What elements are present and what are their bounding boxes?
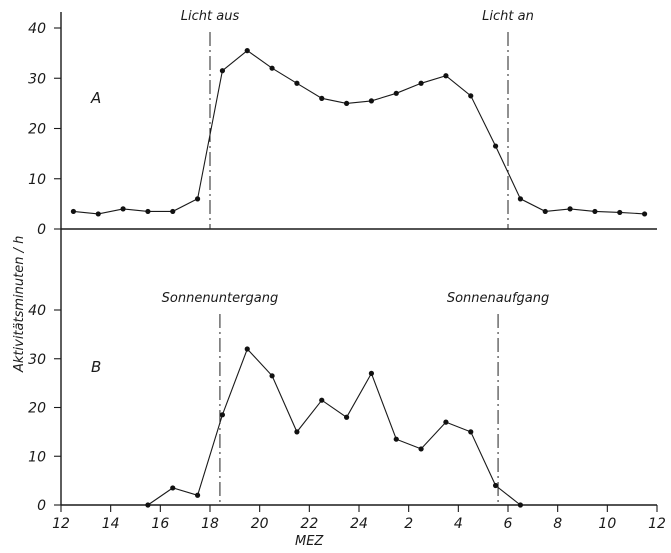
x-tick-label: 24 (350, 516, 368, 532)
marker-label: Sonnenuntergang (162, 291, 279, 306)
y-tick-label: 20 (28, 401, 46, 417)
y-tick-label: 0 (37, 498, 46, 514)
data-point (343, 100, 350, 106)
data-point (617, 209, 623, 216)
panel-a-label: A (90, 89, 101, 107)
x-tick-label: 14 (102, 516, 120, 532)
data-point (294, 429, 300, 435)
data-point (170, 208, 176, 215)
data-point (641, 211, 648, 217)
data-point (120, 206, 126, 212)
x-tick-label: 4 (454, 516, 463, 532)
data-point (443, 419, 449, 425)
data-point (319, 397, 325, 403)
data-point (517, 196, 524, 202)
marker-label: Licht aus (181, 9, 240, 24)
x-tick-label: 12 (648, 516, 666, 532)
data-point (393, 436, 399, 442)
marker-label: Licht an (482, 9, 534, 24)
marker-layer (209, 32, 509, 505)
y-tick-label: 30 (28, 352, 46, 368)
data-point (443, 73, 449, 79)
data-point (319, 95, 325, 101)
data-point (468, 93, 474, 99)
series-layer (70, 48, 648, 508)
data-point (418, 446, 424, 452)
data-point (269, 65, 275, 71)
y-tick-label: 20 (28, 122, 46, 138)
x-tick-label: 12 (52, 516, 70, 532)
data-point (492, 143, 499, 149)
data-point (592, 208, 598, 215)
x-tick-label: 2 (404, 516, 413, 532)
y-tick-label: 10 (28, 172, 46, 188)
y-tick-label: 40 (28, 303, 46, 319)
x-tick-label: 10 (598, 516, 616, 532)
x-tick-label: 20 (251, 516, 269, 532)
y-tick-label: 0 (37, 222, 46, 238)
x-tick-label: 18 (201, 516, 219, 532)
label-layer: Licht aus Licht an Sonnenuntergang Sonnenau… (162, 9, 550, 306)
data-point (170, 485, 176, 491)
data-point (468, 429, 474, 435)
data-point (244, 48, 250, 54)
marker-label: Sonnenaufgang (447, 291, 549, 306)
data-point (219, 68, 226, 74)
data-point (542, 208, 548, 215)
data-point (269, 373, 275, 379)
data-point (294, 80, 300, 86)
data-point (567, 206, 573, 212)
x-tick-label: 6 (504, 516, 513, 532)
data-point (368, 98, 375, 104)
data-point (343, 414, 350, 420)
data-point (145, 502, 151, 508)
series-line (147, 347, 521, 506)
y-tick-label: 30 (28, 71, 46, 87)
data-point (393, 90, 399, 96)
data-point (194, 196, 201, 202)
data-point (517, 502, 524, 508)
y-axis-title: Aktivitätsminuten / h (12, 236, 27, 373)
data-point (145, 208, 151, 215)
data-point (244, 346, 250, 352)
data-point (492, 482, 499, 489)
data-point (368, 370, 375, 376)
data-point (95, 211, 101, 217)
x-tick-label: 16 (151, 516, 169, 532)
x-axis-title: MEZ (295, 534, 324, 549)
data-point (70, 208, 77, 215)
y-tick-label: 40 (28, 21, 46, 37)
x-tick-label: 22 (300, 516, 318, 532)
series-line (73, 49, 645, 215)
data-point (418, 80, 424, 86)
y-tick-label: 10 (28, 449, 46, 465)
x-tick-label: 8 (553, 516, 562, 532)
panel-b-label: B (91, 358, 101, 376)
data-point (194, 492, 201, 498)
data-point (219, 412, 226, 418)
